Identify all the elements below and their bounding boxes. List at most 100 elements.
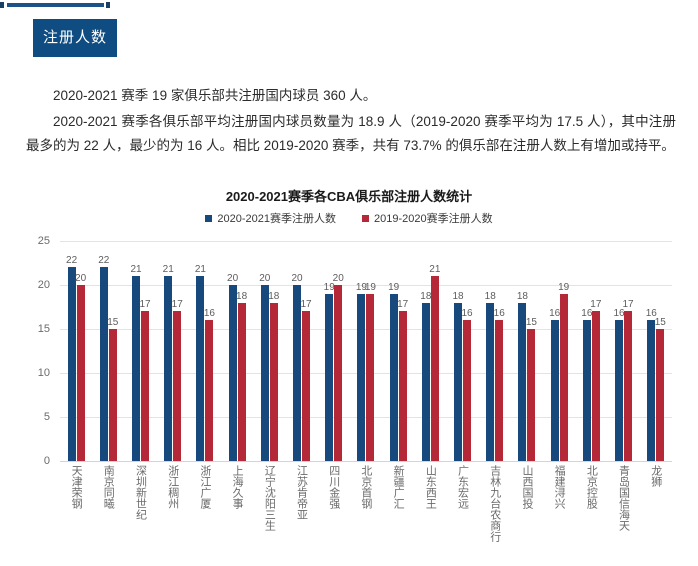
bar[interactable]: 17 bbox=[590, 299, 601, 461]
bar-value-label: 18 bbox=[420, 290, 432, 302]
bar-value-label: 16 bbox=[203, 308, 215, 320]
x-axis-label-text: 浙江稠州 bbox=[166, 465, 179, 509]
bar-group: 20 18 bbox=[221, 241, 253, 461]
x-axis-label-text: 天津荣钢 bbox=[70, 465, 83, 509]
bar-group: 18 21 bbox=[414, 241, 446, 461]
bar-group: 18 16 bbox=[446, 241, 478, 461]
x-axis-label: 新疆广汇 bbox=[382, 465, 414, 542]
bar[interactable]: 18 bbox=[517, 291, 528, 461]
y-axis: 0 5 10 15 20 25 bbox=[26, 235, 56, 467]
bar-group: 16 15 bbox=[640, 241, 672, 461]
bar[interactable]: 17 bbox=[397, 299, 408, 461]
x-axis-label-text: 浙江广厦 bbox=[198, 465, 211, 509]
bar[interactable]: 20 bbox=[75, 273, 86, 461]
legend-item[interactable]: 2019-2020赛季注册人数 bbox=[362, 210, 493, 226]
bar-value-label: 18 bbox=[236, 290, 248, 302]
bar[interactable]: 16 bbox=[549, 308, 560, 461]
bar[interactable]: 21 bbox=[163, 264, 174, 461]
bar[interactable]: 19 bbox=[388, 282, 399, 461]
paragraph-2: 2020-2021 赛季各俱乐部平均注册国内球员数量为 18.9 人（2019-… bbox=[26, 114, 676, 153]
bar[interactable]: 20 bbox=[333, 273, 344, 461]
bar[interactable]: 17 bbox=[300, 299, 312, 461]
legend-item[interactable]: 2020-2021赛季注册人数 bbox=[205, 210, 336, 226]
chart-title: 2020-2021赛季各CBA俱乐部注册人数统计 bbox=[225, 189, 473, 204]
bar[interactable]: 19 bbox=[365, 282, 376, 461]
legend-swatch-icon bbox=[362, 214, 369, 222]
bar[interactable]: 16 bbox=[494, 308, 505, 461]
x-axis-label-text: 青岛国信海天 bbox=[617, 465, 630, 531]
bar[interactable]: 16 bbox=[581, 308, 592, 461]
legend-swatch-icon bbox=[205, 214, 213, 222]
x-axis-label: 江苏肯帝亚 bbox=[285, 465, 317, 542]
x-axis-label: 上海久事 bbox=[221, 465, 253, 542]
bar[interactable]: 16 bbox=[204, 308, 215, 461]
bar[interactable]: 16 bbox=[613, 308, 625, 461]
bar-value-label: 19 bbox=[388, 281, 400, 293]
bar[interactable]: 16 bbox=[646, 308, 657, 461]
x-axis-label: 浙江稠州 bbox=[157, 465, 189, 542]
bar[interactable]: 21 bbox=[195, 264, 206, 461]
x-axis-label: 北京首钢 bbox=[350, 465, 382, 542]
bar-value-label: 18 bbox=[516, 290, 528, 302]
bar-value-label: 16 bbox=[493, 308, 505, 320]
bar[interactable]: 21 bbox=[130, 264, 142, 461]
bar[interactable]: 21 bbox=[429, 264, 440, 461]
bar-value-label: 17 bbox=[397, 299, 409, 311]
bar[interactable]: 17 bbox=[172, 299, 183, 461]
top-rule-tick-right bbox=[106, 2, 110, 8]
bar[interactable]: 19 bbox=[324, 282, 335, 461]
gridline bbox=[60, 285, 672, 286]
bar[interactable]: 19 bbox=[356, 282, 367, 461]
bar[interactable]: 18 bbox=[452, 291, 464, 461]
bar-value-label: 17 bbox=[622, 299, 634, 311]
bar[interactable]: 18 bbox=[236, 291, 247, 461]
paragraph-1: 2020-2021 赛季 19 家俱乐部共注册国内球员 360 人。 bbox=[53, 88, 377, 103]
y-axis-tick: 25 bbox=[37, 235, 50, 247]
bar[interactable]: 20 bbox=[227, 273, 238, 461]
bar[interactable]: 22 bbox=[98, 255, 109, 461]
bar[interactable]: 20 bbox=[291, 273, 303, 461]
bar[interactable]: 22 bbox=[66, 255, 77, 461]
x-axis-label-text: 上海久事 bbox=[231, 465, 244, 509]
section-badge: 注册人数 bbox=[33, 19, 117, 57]
y-axis-tick: 5 bbox=[43, 411, 50, 423]
bar-value-label: 21 bbox=[162, 264, 174, 276]
bar-group: 21 17 bbox=[124, 241, 156, 461]
bar-group: 16 17 bbox=[575, 241, 607, 461]
x-axis-label: 龙狮 bbox=[640, 465, 672, 542]
bar-group: 21 16 bbox=[189, 241, 221, 461]
x-axis-labels: 天津荣钢 南京同曦 深圳新世纪 浙江稠州 浙江广厦 上海久事 辽宁沈阳三生 江苏肯帝亚 四川金强… bbox=[60, 465, 672, 542]
bar[interactable]: 18 bbox=[420, 291, 431, 461]
bar-group: 16 17 bbox=[607, 241, 639, 461]
bar[interactable]: 20 bbox=[259, 273, 270, 461]
bar[interactable]: 15 bbox=[655, 317, 666, 461]
bar-value-label: 17 bbox=[300, 299, 312, 311]
bar-value-label: 19 bbox=[323, 281, 335, 293]
bar[interactable]: 19 bbox=[558, 282, 569, 461]
bar-value-label: 19 bbox=[355, 281, 367, 293]
bar[interactable]: 16 bbox=[461, 308, 473, 461]
x-axis-label: 山东西王 bbox=[414, 465, 446, 542]
bar-value-label: 16 bbox=[645, 308, 657, 320]
bar-group: 18 15 bbox=[511, 241, 543, 461]
bar[interactable]: 18 bbox=[485, 291, 496, 461]
bar-value-label: 16 bbox=[549, 308, 561, 320]
x-axis-label-text: 南京同曦 bbox=[102, 465, 115, 509]
gridline bbox=[60, 461, 672, 462]
bar[interactable]: 15 bbox=[107, 317, 118, 461]
top-rule-tick-left bbox=[0, 2, 4, 8]
x-axis-label: 福建浔兴 bbox=[543, 465, 575, 542]
body-text: 2020-2021 赛季 19 家俱乐部共注册国内球员 360 人。 2020-… bbox=[26, 84, 676, 160]
bar-group: 19 20 bbox=[318, 241, 350, 461]
bar-groups: 22 20 22 15 21 17 21 17 21 16 20 18 20 18 20 17 19 20 19 19… bbox=[60, 241, 672, 461]
bar[interactable]: 18 bbox=[268, 291, 279, 461]
bar-group: 20 18 bbox=[253, 241, 285, 461]
bar-value-label: 18 bbox=[484, 290, 496, 302]
bar[interactable]: 17 bbox=[622, 299, 634, 461]
legend-label: 2019-2020赛季注册人数 bbox=[374, 213, 493, 225]
bar[interactable]: 17 bbox=[139, 299, 151, 461]
bar[interactable]: 15 bbox=[526, 317, 537, 461]
x-axis-label: 浙江广厦 bbox=[189, 465, 221, 542]
bar-group: 16 19 bbox=[543, 241, 575, 461]
plot-area: 0 5 10 15 20 25 22 20 22 15 21 17 21 17 21 16 20 18 20 18 2… bbox=[26, 235, 672, 542]
